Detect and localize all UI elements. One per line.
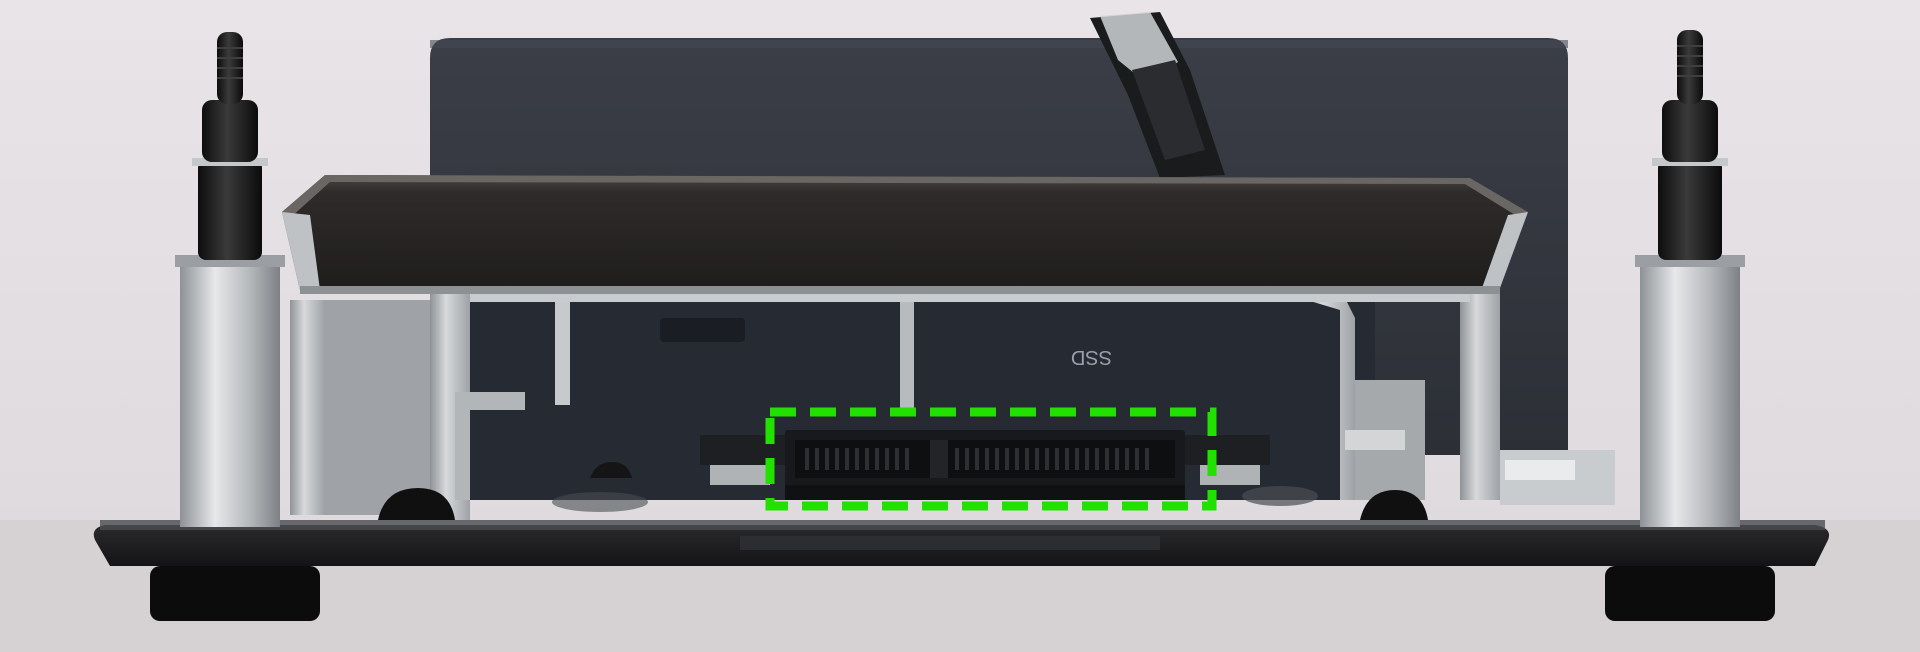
standoff-right (1635, 30, 1745, 527)
plate-screws (378, 462, 1428, 520)
base-plate (93, 520, 1830, 621)
standoff-left (175, 32, 285, 527)
slot (660, 318, 745, 342)
printed-mark: SSD (1071, 346, 1112, 368)
connector-highlight-box (765, 407, 1217, 511)
rubber-foot-right (1605, 566, 1775, 621)
drive-bracket (290, 285, 1615, 520)
rubber-foot-left (150, 566, 320, 621)
top-plate (282, 175, 1528, 302)
sata-connector (785, 430, 1185, 500)
